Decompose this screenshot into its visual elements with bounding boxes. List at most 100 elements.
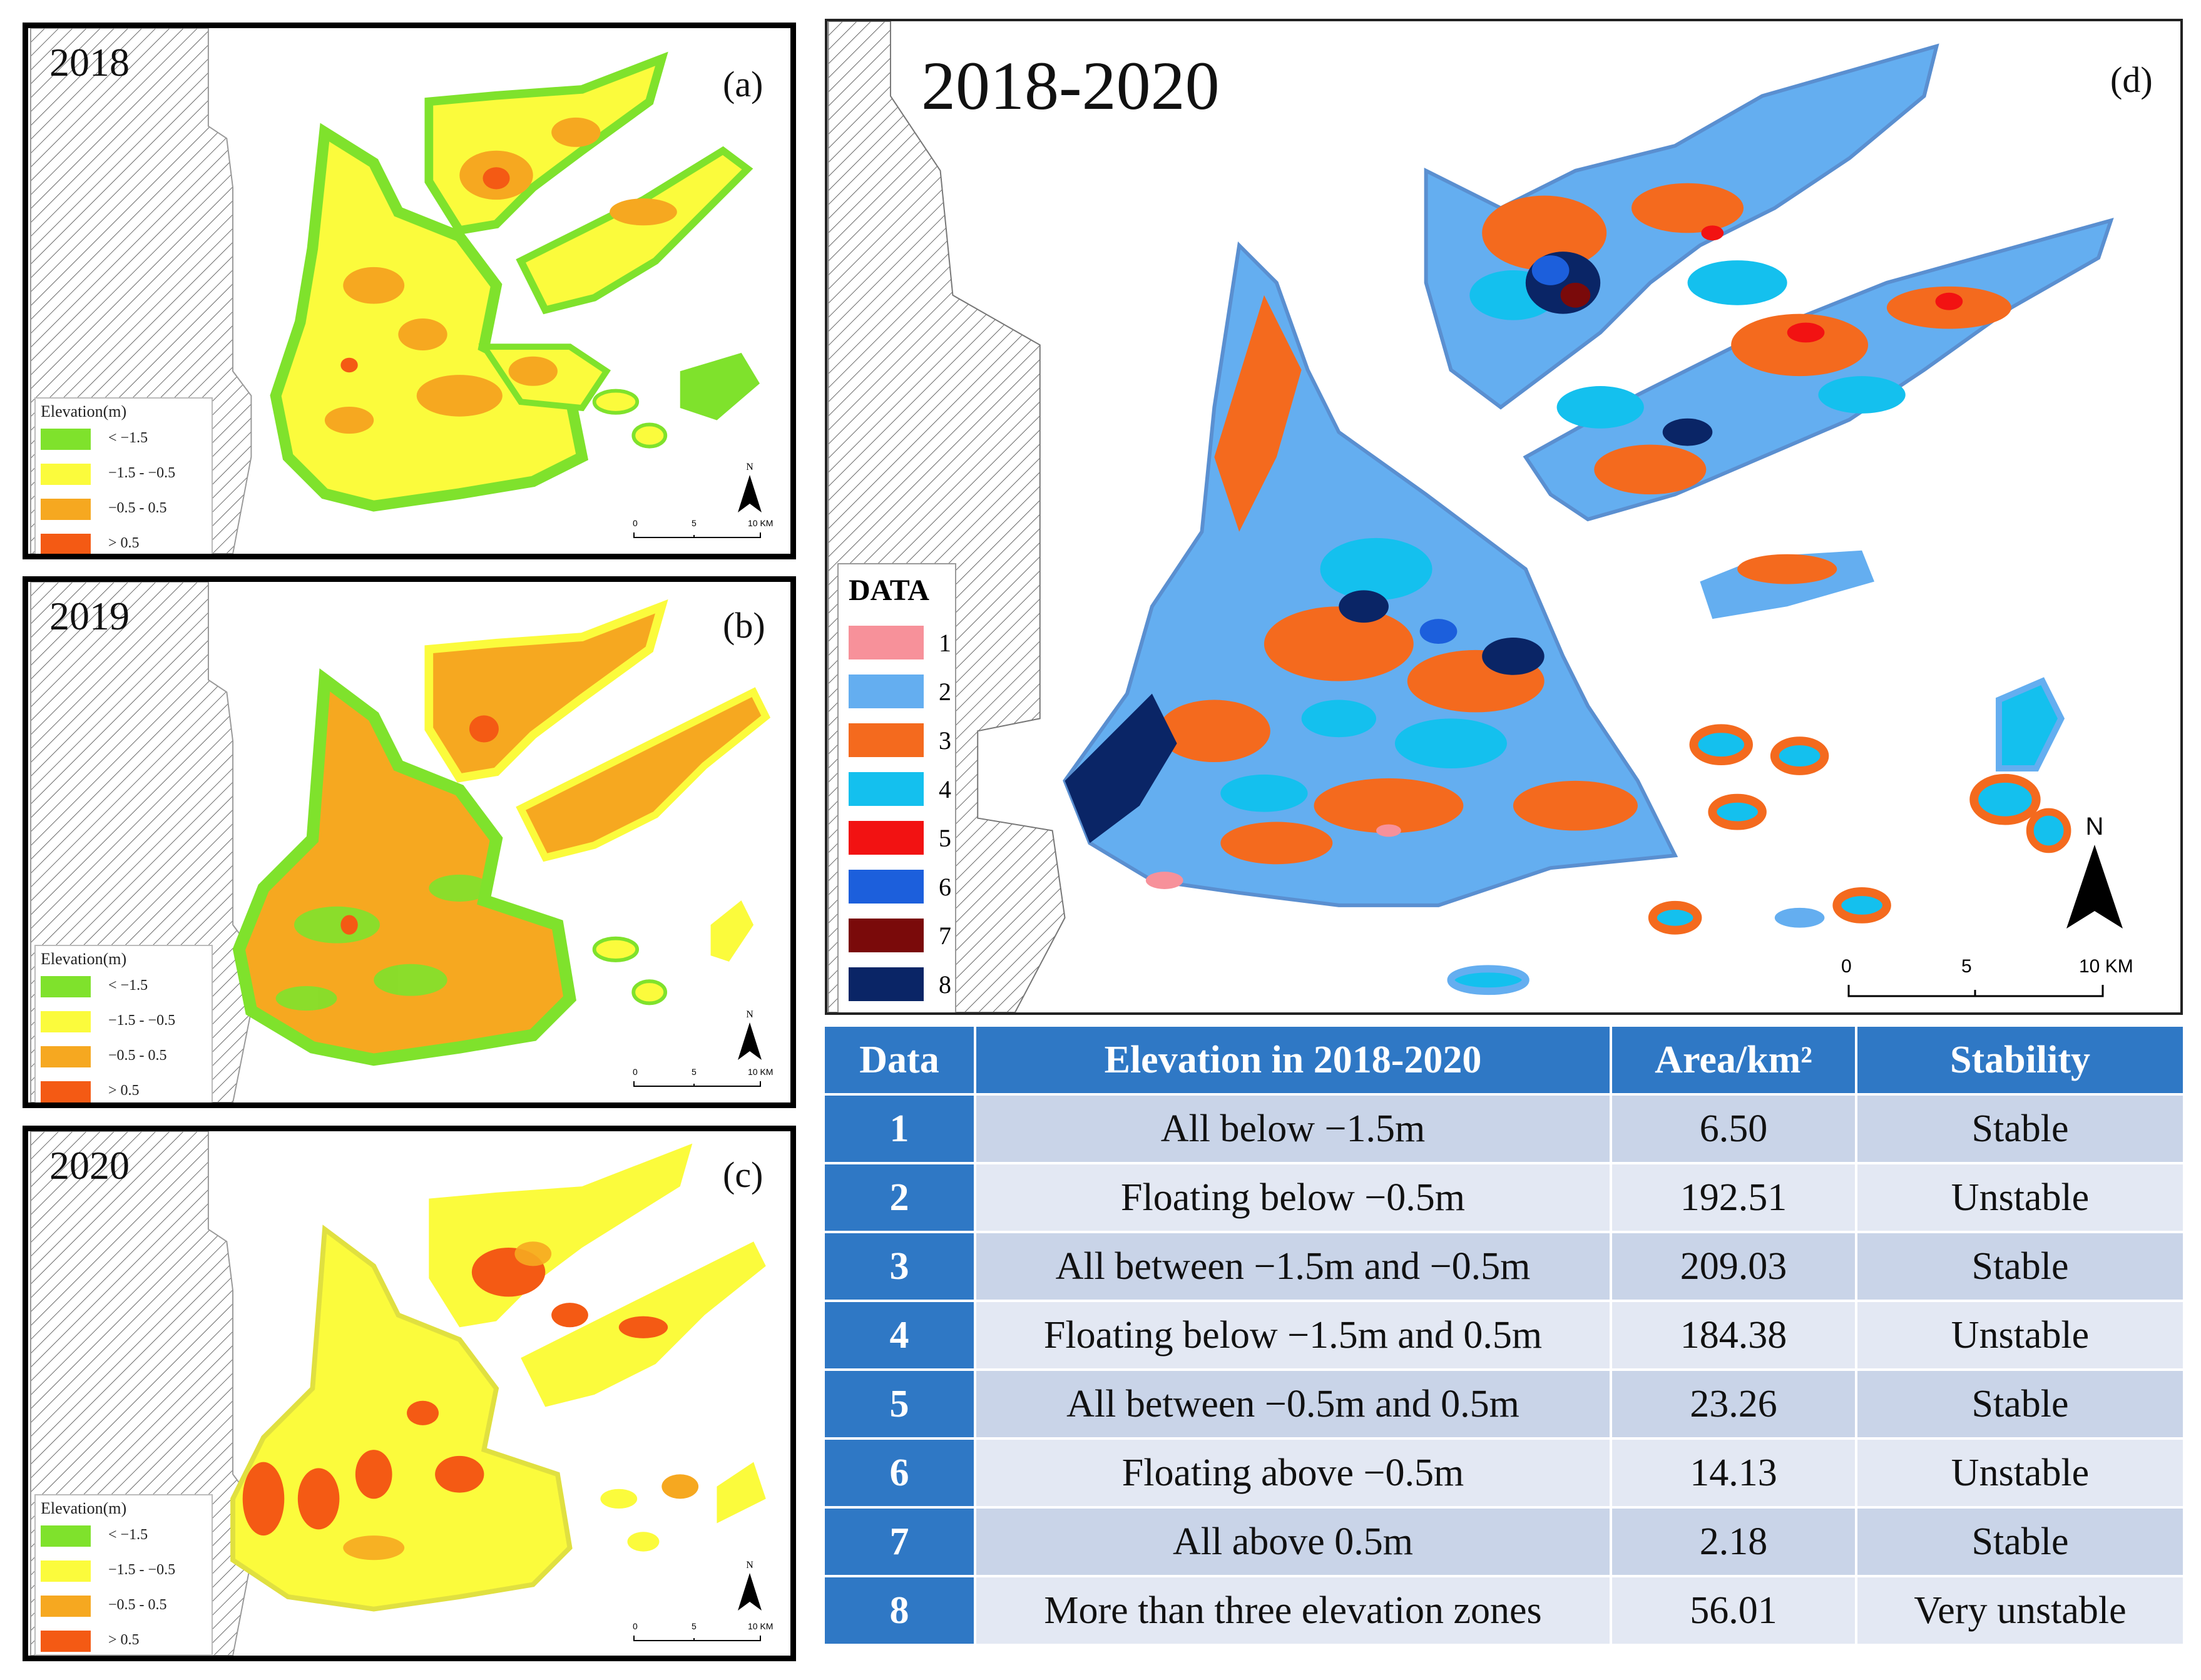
cell-elevation: All between −0.5m and 0.5m <box>976 1371 1610 1437</box>
tidal-flats-d <box>1063 43 2114 995</box>
scale-bar: 0 5 10 KM <box>1841 956 2133 997</box>
year-label: 2019 <box>49 594 130 638</box>
svg-text:0: 0 <box>633 1067 638 1077</box>
svg-text:10 KM: 10 KM <box>748 1621 773 1631</box>
cell-stability: Stable <box>1857 1233 2183 1300</box>
svg-text:5: 5 <box>1961 956 1972 977</box>
cell-area: 14.13 <box>1612 1440 1855 1506</box>
elevation-legend-b: Elevation(m) < −1.5 −1.5 - −0.5 −0.5 - 0… <box>34 945 213 1102</box>
legend-item: 5 <box>849 817 955 857</box>
cell-area: 23.26 <box>1612 1371 1855 1437</box>
cell-stability: Very unstable <box>1857 1577 2183 1644</box>
year-label: 2018-2020 <box>921 48 1220 124</box>
cell-data: 3 <box>825 1233 974 1300</box>
stability-table: Data Elevation in 2018-2020 Area/km² Sta… <box>822 1024 2185 1646</box>
legend-title: DATA <box>849 574 929 607</box>
cell-stability: Unstable <box>1857 1164 2183 1231</box>
legend-item: 3 <box>849 720 955 760</box>
legend-item: −1.5 - −0.5 <box>41 1558 210 1583</box>
svg-text:10 KM: 10 KM <box>2079 956 2133 977</box>
header-data: Data <box>825 1027 974 1093</box>
north-arrow-icon: N <box>738 1009 762 1060</box>
svg-text:10 KM: 10 KM <box>748 518 773 528</box>
legend-title: Elevation(m) <box>41 950 127 968</box>
data-legend: DATA 1 2 3 4 5 6 7 8 <box>837 563 956 1012</box>
cell-data: 6 <box>825 1440 974 1506</box>
legend-item: 8 <box>849 964 955 1004</box>
map-panel-b: 2019 (b) Elevation(m) < −1.5 −1.5 - −0.5… <box>23 576 796 1108</box>
svg-text:5: 5 <box>692 518 697 528</box>
cell-area: 56.01 <box>1612 1577 1855 1644</box>
tidal-flats-c <box>230 1143 766 1612</box>
cell-elevation: More than three elevation zones <box>976 1577 1610 1644</box>
map-panel-d: 2018-2020 (d) DATA 1 2 3 4 5 6 7 8 N 0 5… <box>825 19 2183 1015</box>
legend-item: > 0.5 <box>41 1628 210 1653</box>
panel-letter: (b) <box>723 605 765 646</box>
cell-data: 4 <box>825 1302 974 1368</box>
scale-bar: 0 5 10 KM <box>633 518 773 538</box>
map-d-canvas <box>827 21 2114 1012</box>
svg-text:0: 0 <box>1841 956 1852 977</box>
year-label: 2020 <box>49 1143 130 1188</box>
table-row: 2 Floating below −0.5m 192.51 Unstable <box>825 1164 2183 1231</box>
legend-item: 6 <box>849 866 955 906</box>
cell-stability: Unstable <box>1857 1440 2183 1506</box>
legend-item: 7 <box>849 915 955 955</box>
table-row: 3 All between −1.5m and −0.5m 209.03 Stable <box>825 1233 2183 1300</box>
elevation-legend-c: Elevation(m) < −1.5 −1.5 - −0.5 −0.5 - 0… <box>34 1494 213 1656</box>
table-row: 4 Floating below −1.5m and 0.5m 184.38 Unst… <box>825 1302 2183 1368</box>
legend-item: 1 <box>849 622 955 662</box>
map-panel-c: 2020 (c) Elevation(m) < −1.5 −1.5 - −0.5… <box>23 1126 796 1661</box>
cell-elevation: Floating below −0.5m <box>976 1164 1610 1231</box>
cell-data: 5 <box>825 1371 974 1437</box>
legend-title: Elevation(m) <box>41 1499 127 1517</box>
svg-text:N: N <box>746 462 753 472</box>
cell-area: 192.51 <box>1612 1164 1855 1231</box>
tidal-flats-b <box>232 599 771 1066</box>
svg-text:N: N <box>2086 813 2104 840</box>
north-arrow-icon: N <box>2066 813 2123 929</box>
table-row: 1 All below −1.5m 6.50 Stable <box>825 1096 2183 1162</box>
table-row: 6 Floating above −0.5m 14.13 Unstable <box>825 1440 2183 1506</box>
panel-letter: (d) <box>2110 59 2153 100</box>
cell-stability: Unstable <box>1857 1302 2183 1368</box>
cell-data: 2 <box>825 1164 974 1231</box>
svg-text:N: N <box>746 1009 753 1020</box>
legend-item: 4 <box>849 768 955 808</box>
svg-text:5: 5 <box>692 1067 697 1077</box>
legend-item: < −1.5 <box>41 1523 210 1548</box>
cell-area: 209.03 <box>1612 1233 1855 1300</box>
legend-item: −0.5 - 0.5 <box>41 1593 210 1618</box>
legend-item: −0.5 - 0.5 <box>41 496 210 521</box>
map-panel-a: 2018 (a) Elevation(m) < −1.5 −1.5 - −0.5… <box>23 23 796 559</box>
year-label: 2018 <box>49 40 130 84</box>
cell-elevation: All above 0.5m <box>976 1509 1610 1575</box>
header-elevation: Elevation in 2018-2020 <box>976 1027 1610 1093</box>
cell-elevation: All between −1.5m and −0.5m <box>976 1233 1610 1300</box>
table-row: 8 More than three elevation zones 56.01 Ver… <box>825 1577 2183 1644</box>
legend-item: > 0.5 <box>41 531 210 554</box>
legend-item: −0.5 - 0.5 <box>41 1044 210 1069</box>
north-arrow-icon: N <box>738 1560 762 1611</box>
cell-data: 1 <box>825 1096 974 1162</box>
cell-area: 6.50 <box>1612 1096 1855 1162</box>
table-header-row: Data Elevation in 2018-2020 Area/km² Sta… <box>825 1027 2183 1093</box>
svg-text:0: 0 <box>633 518 638 528</box>
cell-area: 2.18 <box>1612 1509 1855 1575</box>
cell-stability: Stable <box>1857 1096 2183 1162</box>
header-stability: Stability <box>1857 1027 2183 1093</box>
svg-text:N: N <box>746 1560 753 1571</box>
legend-item: < −1.5 <box>41 426 210 451</box>
cell-stability: Stable <box>1857 1509 2183 1575</box>
legend-title: Elevation(m) <box>41 402 127 420</box>
cell-data: 7 <box>825 1509 974 1575</box>
legend-item: < −1.5 <box>41 974 210 999</box>
header-area: Area/km² <box>1612 1027 1855 1093</box>
tidal-flats-a <box>270 51 760 512</box>
cell-elevation: Floating below −1.5m and 0.5m <box>976 1302 1610 1368</box>
cell-data: 8 <box>825 1577 974 1644</box>
svg-text:5: 5 <box>692 1621 697 1631</box>
cell-elevation: All below −1.5m <box>976 1096 1610 1162</box>
legend-item: > 0.5 <box>41 1079 210 1102</box>
cell-elevation: Floating above −0.5m <box>976 1440 1610 1506</box>
